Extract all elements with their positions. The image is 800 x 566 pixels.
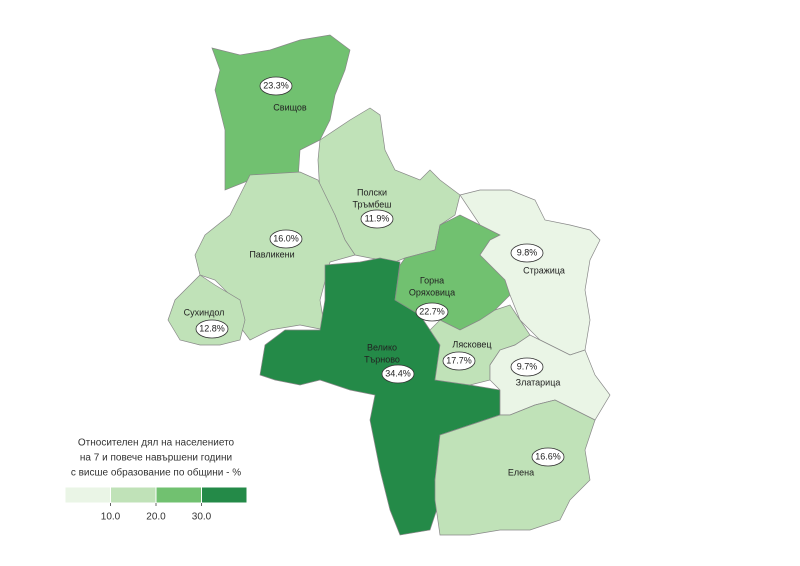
value-badge <box>415 302 449 322</box>
region-name: Полски <box>357 187 387 197</box>
legend-title: Относителен дял на населението <box>78 438 235 449</box>
region <box>489 334 611 421</box>
value-badge <box>195 319 229 339</box>
legend-swatch <box>64 486 111 504</box>
region-name: Златарица <box>516 377 561 387</box>
region-name: Елена <box>508 467 534 477</box>
region-name: Горна <box>420 275 444 285</box>
region-name: Стражица <box>523 265 565 275</box>
value-label: 11.9% <box>365 213 390 223</box>
region-name: Търново <box>364 354 400 364</box>
value-badge <box>531 447 565 467</box>
value-label: 23.3% <box>263 80 289 90</box>
region-name: Лясковец <box>452 339 491 349</box>
region-name: Павликени <box>249 249 294 259</box>
value-badge <box>381 364 415 384</box>
value-badge <box>360 209 394 229</box>
value-badge <box>510 357 544 377</box>
region-name: Велико <box>367 342 397 352</box>
value-badge <box>269 229 303 249</box>
legend-tick-label: 20.0 <box>146 512 166 523</box>
legend-tick-label: 30.0 <box>192 512 212 523</box>
legend-tick-label: 10.0 <box>101 512 121 523</box>
value-badge <box>442 351 476 371</box>
value-label: 9.7% <box>517 361 538 371</box>
legend-swatch <box>155 486 202 504</box>
legend-swatch <box>110 486 157 504</box>
region <box>211 34 351 191</box>
legend-title: с висше образование по общини - % <box>71 467 241 479</box>
value-badge <box>510 243 544 263</box>
value-label: 12.8% <box>199 323 225 333</box>
legend-swatch <box>201 486 248 504</box>
value-label: 34.4% <box>385 368 411 378</box>
region-name: Свищов <box>273 102 307 112</box>
value-label: 9.8% <box>517 247 538 257</box>
region <box>434 399 596 536</box>
value-label: 17.7% <box>446 355 472 365</box>
region-name: Сухиндол <box>184 307 225 317</box>
value-badge <box>259 76 293 96</box>
legend-title: на 7 и повече навършени години <box>80 453 232 464</box>
region <box>459 189 601 356</box>
region-name: Оряховица <box>409 287 455 297</box>
value-label: 16.6% <box>535 451 561 461</box>
value-label: 22.7% <box>419 306 445 316</box>
value-label: 16.0% <box>273 233 299 243</box>
region-name: Тръмбеш <box>353 199 392 209</box>
